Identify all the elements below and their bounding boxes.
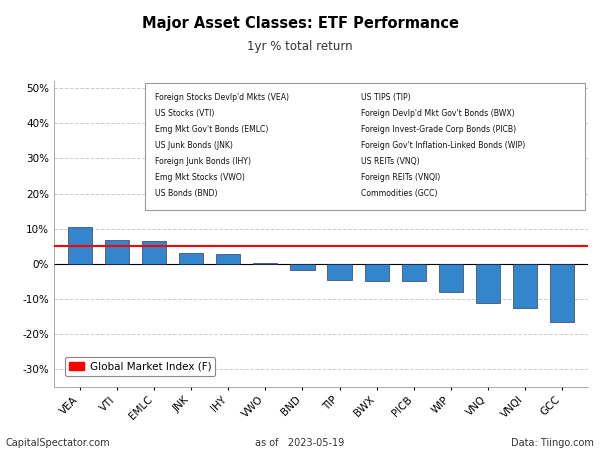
Bar xyxy=(179,253,203,264)
Text: Foreign Devlp'd Mkt Gov't Bonds (BWX): Foreign Devlp'd Mkt Gov't Bonds (BWX) xyxy=(361,109,514,118)
Bar xyxy=(142,241,166,264)
Text: Major Asset Classes: ETF Performance: Major Asset Classes: ETF Performance xyxy=(142,16,458,31)
Text: 1yr % total return: 1yr % total return xyxy=(247,40,353,53)
Text: Foreign Stocks Devlp'd Mkts (VEA): Foreign Stocks Devlp'd Mkts (VEA) xyxy=(155,93,289,102)
Bar xyxy=(365,264,389,281)
Text: Foreign REITs (VNQI): Foreign REITs (VNQI) xyxy=(361,173,440,182)
Text: Emg Mkt Gov't Bonds (EMLC): Emg Mkt Gov't Bonds (EMLC) xyxy=(155,125,269,134)
Text: US Junk Bonds (JNK): US Junk Bonds (JNK) xyxy=(155,141,233,150)
Text: US Stocks (VTI): US Stocks (VTI) xyxy=(155,109,215,118)
Bar xyxy=(68,227,92,264)
Bar xyxy=(290,264,314,270)
Text: Foreign Invest-Grade Corp Bonds (PICB): Foreign Invest-Grade Corp Bonds (PICB) xyxy=(361,125,516,134)
Bar xyxy=(513,264,537,308)
Text: CapitalSpectator.com: CapitalSpectator.com xyxy=(6,438,110,448)
Bar xyxy=(439,264,463,292)
Text: Foreign Gov't Inflation-Linked Bonds (WIP): Foreign Gov't Inflation-Linked Bonds (WI… xyxy=(361,141,525,150)
Bar xyxy=(253,263,277,264)
Text: Foreign Junk Bonds (IHY): Foreign Junk Bonds (IHY) xyxy=(155,157,251,166)
Text: Data: Tiingo.com: Data: Tiingo.com xyxy=(511,438,594,448)
Text: US Bonds (BND): US Bonds (BND) xyxy=(155,189,218,198)
Bar xyxy=(216,254,241,264)
Bar xyxy=(476,264,500,303)
FancyBboxPatch shape xyxy=(145,82,586,210)
Text: Commodities (GCC): Commodities (GCC) xyxy=(361,189,437,198)
Bar xyxy=(105,240,129,264)
Legend: Global Market Index (F): Global Market Index (F) xyxy=(65,357,215,376)
Text: US TIPS (TIP): US TIPS (TIP) xyxy=(361,93,410,102)
Bar xyxy=(401,264,426,281)
Text: US REITs (VNQ): US REITs (VNQ) xyxy=(361,157,419,166)
Text: Emg Mkt Stocks (VWO): Emg Mkt Stocks (VWO) xyxy=(155,173,245,182)
Bar xyxy=(328,264,352,280)
Bar xyxy=(550,264,574,322)
Text: as of   2023-05-19: as of 2023-05-19 xyxy=(256,438,344,448)
